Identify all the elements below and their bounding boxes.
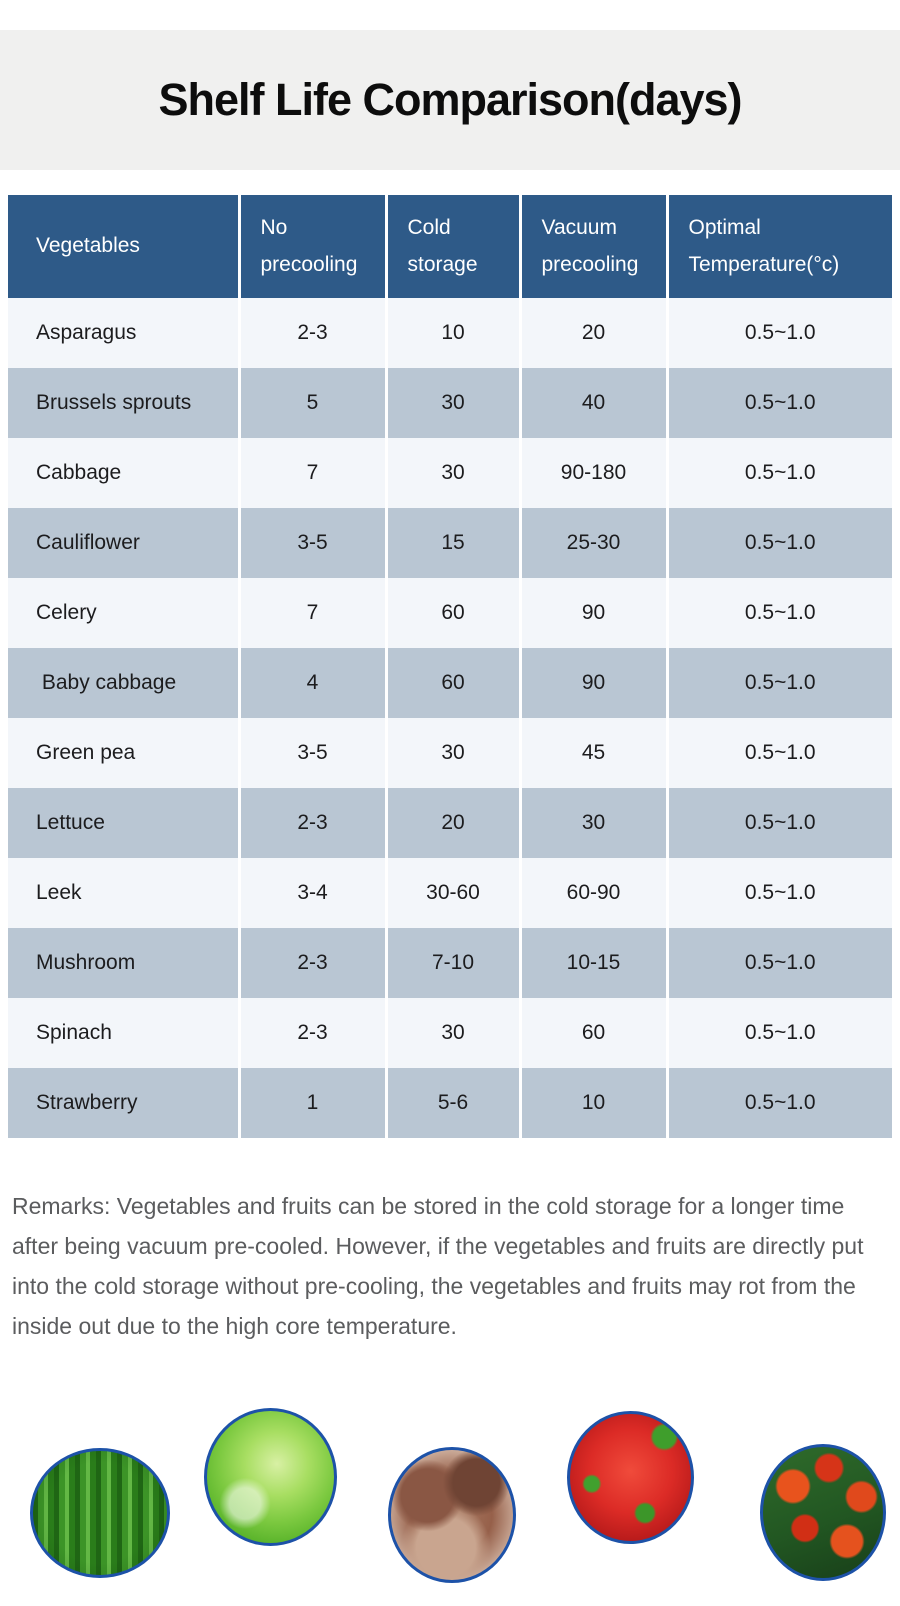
vacuum-precooling-cell: 90 — [518, 578, 667, 648]
page-title: Shelf Life Comparison(days) — [158, 74, 742, 125]
vegetable-name-cell: Baby cabbage — [36, 671, 177, 694]
vegetable-name-cell: Cabbage — [36, 461, 122, 484]
optimal-temperature-cell: 0.5~1.0 — [665, 508, 892, 578]
optimal-temperature-cell: 0.5~1.0 — [665, 718, 892, 788]
table-row: Lettuce 2-3 20 30 0.5~1.0 — [8, 788, 892, 858]
optimal-temperature-cell: 0.5~1.0 — [665, 578, 892, 648]
vegetable-name-cell: Leek — [36, 881, 82, 904]
title-band: Shelf Life Comparison(days) — [0, 30, 900, 170]
vacuum-precooling-cell: 40 — [518, 368, 667, 438]
asparagus-photo — [30, 1448, 170, 1578]
vegetable-name-cell: Spinach — [36, 1021, 112, 1044]
optimal-temperature-cell: 0.5~1.0 — [665, 368, 892, 438]
table-row: Baby cabbage 4 60 90 0.5~1.0 — [8, 648, 892, 718]
table-row: Green pea 3-5 30 45 0.5~1.0 — [8, 718, 892, 788]
optimal-temperature-cell: 0.5~1.0 — [665, 648, 892, 718]
vacuum-precooling-cell: 45 — [518, 718, 667, 788]
cold-storage-cell: 60 — [384, 578, 520, 648]
no-precooling-cell: 5 — [237, 368, 386, 438]
optimal-temperature-cell: 0.5~1.0 — [665, 438, 892, 508]
vacuum-precooling-cell: 60-90 — [518, 858, 667, 928]
no-precooling-cell: 4 — [237, 648, 386, 718]
column-header: Vegetables — [36, 234, 140, 258]
vacuum-precooling-cell: 25-30 — [518, 508, 667, 578]
vacuum-precooling-cell: 30 — [518, 788, 667, 858]
table-row: Leek 3-4 30-60 60-90 0.5~1.0 — [8, 858, 892, 928]
vegetable-name-cell: Asparagus — [36, 321, 137, 344]
column-header: Optimal Temperature(°c) — [665, 195, 892, 298]
vacuum-precooling-cell: 60 — [518, 998, 667, 1068]
lettuce-photo — [204, 1408, 337, 1546]
optimal-temperature-cell: 0.5~1.0 — [665, 858, 892, 928]
vegetable-name-cell: Strawberry — [36, 1091, 138, 1114]
header-row: Vegetables No precooling Cold storage Vacuu… — [8, 195, 892, 298]
column-header: Cold storage — [384, 195, 520, 298]
no-precooling-cell: 2-3 — [237, 298, 386, 368]
optimal-temperature-cell: 0.5~1.0 — [665, 788, 892, 858]
optimal-temperature-cell: 0.5~1.0 — [665, 298, 892, 368]
cold-storage-cell: 15 — [384, 508, 520, 578]
cold-storage-cell: 30 — [384, 998, 520, 1068]
shelf-life-table: Vegetables No precooling Cold storage Vacuu… — [8, 195, 892, 1138]
table-row: Strawberry 1 5-6 10 0.5~1.0 — [8, 1068, 892, 1138]
cold-storage-cell: 30 — [384, 438, 520, 508]
cold-storage-cell: 10 — [384, 298, 520, 368]
optimal-temperature-cell: 0.5~1.0 — [665, 1068, 892, 1138]
no-precooling-cell: 2-3 — [237, 928, 386, 998]
no-precooling-cell: 3-4 — [237, 858, 386, 928]
table-row: Cauliflower 3-5 15 25-30 0.5~1.0 — [8, 508, 892, 578]
cold-storage-cell: 30 — [384, 718, 520, 788]
vacuum-precooling-cell: 20 — [518, 298, 667, 368]
table-header: Vegetables No precooling Cold storage Vacuu… — [8, 195, 892, 298]
tulips-photo — [760, 1444, 886, 1581]
vegetable-name-cell: Green pea — [36, 741, 136, 764]
cold-storage-cell: 60 — [384, 648, 520, 718]
table-row: Cabbage 7 30 90-180 0.5~1.0 — [8, 438, 892, 508]
table-row: Mushroom 2-3 7-10 10-15 0.5~1.0 — [8, 928, 892, 998]
no-precooling-cell: 7 — [237, 438, 386, 508]
vegetable-name-cell: Brussels sprouts — [36, 391, 192, 414]
cold-storage-cell: 30-60 — [384, 858, 520, 928]
column-header: Vacuum precooling — [518, 195, 667, 298]
table-body: Asparagus 2-3 10 20 0.5~1.0 Brussels sprouts 5… — [8, 298, 892, 1138]
optimal-temperature-cell: 0.5~1.0 — [665, 928, 892, 998]
vacuum-precooling-cell: 90-180 — [518, 438, 667, 508]
cold-storage-cell: 30 — [384, 368, 520, 438]
shelf-life-table-wrap: Vegetables No precooling Cold storage Vacuu… — [8, 195, 892, 1138]
table-row: Asparagus 2-3 10 20 0.5~1.0 — [8, 298, 892, 368]
no-precooling-cell: 1 — [237, 1068, 386, 1138]
cold-storage-cell: 5-6 — [384, 1068, 520, 1138]
no-precooling-cell: 7 — [237, 578, 386, 648]
optimal-temperature-cell: 0.5~1.0 — [665, 998, 892, 1068]
strawberry-photo — [567, 1411, 694, 1544]
cold-storage-cell: 7-10 — [384, 928, 520, 998]
remarks-paragraph: Remarks: Vegetables and fruits can be st… — [12, 1193, 864, 1339]
no-precooling-cell: 2-3 — [237, 998, 386, 1068]
vegetable-name-cell: Mushroom — [36, 951, 136, 974]
no-precooling-cell: 3-5 — [237, 508, 386, 578]
mushroom-photo — [388, 1447, 516, 1583]
table-row: Brussels sprouts 5 30 40 0.5~1.0 — [8, 368, 892, 438]
vacuum-precooling-cell: 10 — [518, 1068, 667, 1138]
no-precooling-cell: 3-5 — [237, 718, 386, 788]
vegetable-name-cell: Lettuce — [36, 811, 105, 834]
vegetable-name-cell: Cauliflower — [36, 531, 140, 554]
table-row: Spinach 2-3 30 60 0.5~1.0 — [8, 998, 892, 1068]
vacuum-precooling-cell: 10-15 — [518, 928, 667, 998]
vegetable-name-cell: Celery — [36, 601, 97, 624]
cold-storage-cell: 20 — [384, 788, 520, 858]
no-precooling-cell: 2-3 — [237, 788, 386, 858]
table-row: Celery 7 60 90 0.5~1.0 — [8, 578, 892, 648]
column-header: No precooling — [237, 195, 386, 298]
vacuum-precooling-cell: 90 — [518, 648, 667, 718]
